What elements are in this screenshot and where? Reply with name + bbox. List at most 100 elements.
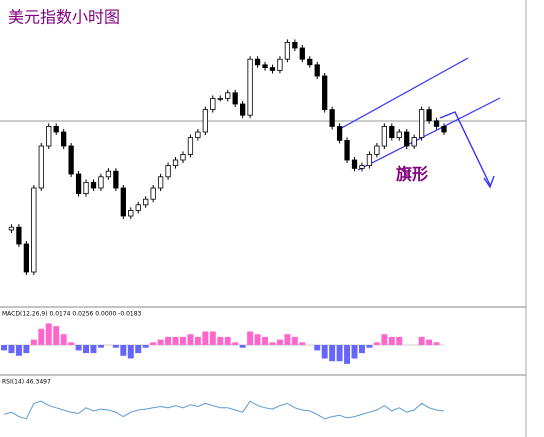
candle-body	[217, 98, 223, 100]
channel-line	[357, 97, 501, 171]
candle-body	[374, 145, 380, 155]
candle-body	[441, 126, 447, 133]
histogram-bar	[38, 328, 45, 345]
candle-body	[366, 153, 373, 166]
histogram-bar	[224, 336, 231, 345]
histogram-bar	[180, 336, 186, 345]
candle-body	[314, 64, 320, 77]
candle-body	[16, 226, 22, 245]
histogram-bar	[299, 342, 306, 345]
histogram-bar	[45, 323, 52, 345]
histogram-bar	[83, 345, 90, 354]
histogram-bar	[157, 339, 164, 345]
candle-body	[150, 187, 156, 200]
candle-body	[254, 58, 261, 66]
indicator-line	[3, 400, 445, 420]
histogram-bar	[358, 345, 365, 354]
histogram-bar	[135, 345, 142, 354]
histogram-bar	[344, 345, 351, 364]
histogram-bar	[202, 331, 209, 345]
candle-body	[46, 126, 52, 147]
channel-line	[337, 57, 469, 131]
histogram-bar	[254, 334, 261, 345]
candle-body	[269, 67, 276, 71]
histogram-bar	[194, 336, 201, 345]
panel-label: RSI(14) 46.3497	[2, 379, 51, 386]
candle-body	[210, 98, 216, 111]
histogram-bar	[30, 339, 37, 345]
candle-body	[292, 42, 298, 49]
histogram-bar	[329, 345, 336, 362]
histogram-bar	[291, 336, 298, 345]
candle-body	[418, 109, 425, 138]
histogram-bar	[142, 345, 149, 348]
histogram-bar	[60, 334, 67, 345]
candle-body	[157, 176, 164, 189]
histogram-bar	[127, 345, 134, 359]
histogram-bar	[314, 345, 321, 351]
candle-body	[351, 159, 358, 169]
panel-label: MACD(12,26,9) 0.0174 0.0256 0.0000 -0.01…	[2, 311, 142, 318]
candle-body	[411, 137, 417, 147]
candle-body	[299, 47, 305, 60]
histogram-bar	[433, 342, 440, 345]
histogram-bar	[262, 336, 268, 345]
histogram-bar	[239, 345, 246, 348]
candle-body	[202, 109, 208, 133]
histogram-bar	[15, 345, 22, 356]
histogram-bar	[172, 336, 179, 345]
histogram-bar	[284, 334, 291, 345]
candle-body	[113, 170, 119, 189]
histogram-bar	[90, 345, 97, 354]
candle-body	[180, 153, 186, 161]
candle-body	[172, 159, 179, 166]
arrow-head	[483, 175, 495, 189]
candle-body	[232, 92, 238, 105]
histogram-bar	[336, 345, 343, 362]
candle-body	[98, 176, 104, 189]
histogram-bar	[112, 345, 119, 348]
histogram-bar	[68, 342, 75, 345]
candle-body	[433, 120, 440, 127]
candle-body	[359, 165, 365, 169]
candle-body	[23, 243, 30, 273]
candle-body	[135, 204, 141, 211]
candle-body	[105, 170, 112, 178]
candle-body	[307, 58, 313, 66]
histogram-bar	[187, 334, 194, 345]
candle-body	[336, 126, 343, 141]
histogram-bar	[1, 345, 7, 351]
candle-body	[83, 181, 89, 194]
histogram-bar	[276, 339, 283, 345]
candle-body	[344, 139, 350, 161]
candle-body	[329, 109, 335, 127]
histogram-bar	[165, 336, 172, 345]
candle-body	[75, 173, 82, 195]
candle-body	[262, 64, 268, 69]
candle-body	[120, 187, 126, 217]
annotation: 旗形	[396, 165, 428, 184]
histogram-bar	[366, 345, 373, 348]
histogram-bar	[209, 331, 216, 345]
candle-body	[53, 126, 59, 133]
histogram-bar	[120, 345, 127, 356]
histogram-bar	[217, 336, 224, 345]
histogram-bar	[373, 342, 380, 345]
histogram-bar	[418, 336, 425, 345]
histogram-bar	[75, 345, 82, 351]
candle-body	[195, 131, 201, 138]
histogram-bar	[321, 345, 328, 359]
candle-body	[8, 226, 15, 231]
histogram-bar	[53, 326, 60, 345]
histogram-bar	[8, 345, 15, 354]
candle-body	[396, 131, 402, 138]
histogram-bar	[247, 331, 254, 345]
histogram-bar	[381, 334, 388, 345]
histogram-bar	[97, 345, 104, 348]
candle-body	[68, 145, 74, 175]
histogram-bar	[396, 336, 403, 345]
candle-body	[90, 181, 97, 189]
candle-body	[426, 109, 432, 122]
candle-body	[322, 75, 328, 110]
